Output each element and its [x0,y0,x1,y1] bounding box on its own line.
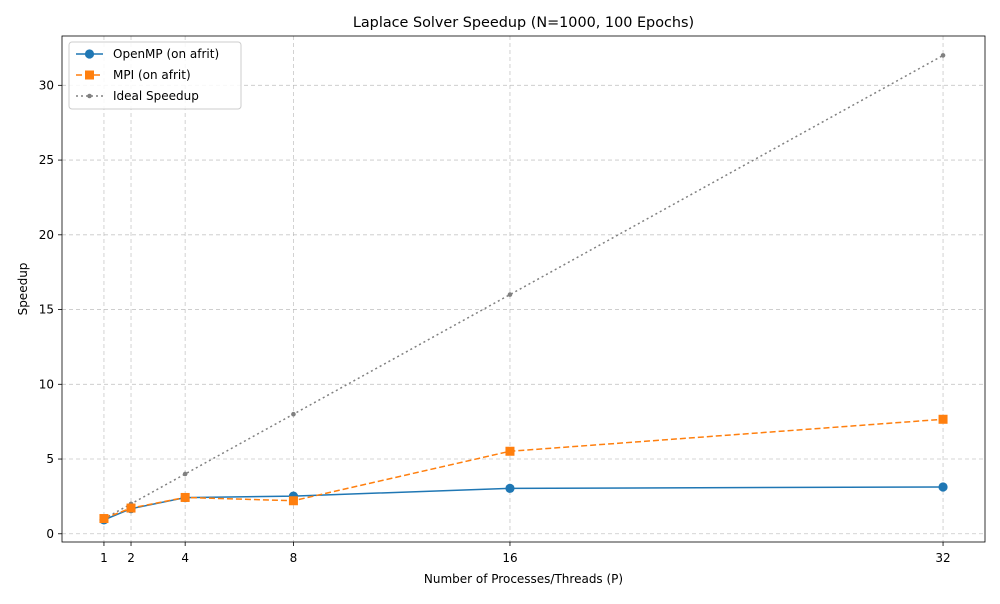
x-tick-label-8: 8 [290,551,298,565]
x-tick-label-2: 2 [127,551,135,565]
data-point-ideal-speedup-p4 [182,471,188,477]
data-point-mpi-on-afrit-p2 [126,503,136,513]
chart-title: Laplace Solver Speedup (N=1000, 100 Epoc… [353,15,694,31]
x-tick-label-1: 1 [100,551,108,565]
y-tick-label-20: 20 [39,228,54,242]
data-point-ideal-speedup-p32 [940,53,946,58]
data-point-mpi-on-afrit-p32 [938,414,948,424]
data-point-openmp-on-afrit-p32 [938,482,948,492]
legend-label-mpi-on-afrit: MPI (on afrit) [113,68,191,82]
y-tick-label-30: 30 [39,78,54,92]
data-point-ideal-speedup-p16 [507,292,513,297]
series-layer [99,53,948,525]
data-point-mpi-on-afrit-p4 [180,492,190,502]
y-tick-label-5: 5 [46,452,54,466]
series-line-ideal-speedup [103,54,944,520]
legend-label-openmp-on-afrit: OpenMP (on afrit) [113,47,219,61]
x-tick-label-32: 32 [935,551,950,565]
data-point-mpi-on-afrit-p8 [288,496,298,506]
legend: OpenMP (on afrit) MPI (on afrit) Ideal Spe… [68,41,242,110]
legend-item-ideal-speedup: Ideal Speedup [76,89,199,103]
data-point-mpi-on-afrit-p16 [505,446,515,456]
legend-marker-mpi-on-afrit [85,70,94,80]
x-tick-label-16: 16 [502,551,517,565]
data-point-ideal-speedup-p8 [291,411,296,417]
y-tick-label-0: 0 [46,527,54,541]
y-tick-label-15: 15 [39,303,54,317]
series-mpi-on-afrit [99,414,948,524]
legend-label-ideal-speedup: Ideal Speedup [113,89,199,103]
series-line-mpi-on-afrit [103,418,944,520]
data-point-mpi-on-afrit-p1 [99,514,109,524]
plot-frame [61,35,986,543]
x-tick-label-4: 4 [181,551,189,565]
axes-ticks: 1 2 4 8 16 32 0 5 10 15 20 25 30 [39,78,951,565]
y-tick-label-10: 10 [39,377,54,391]
y-axis-label: Speedup [16,263,30,316]
grid-lines [62,36,985,542]
y-tick-label-25: 25 [39,153,54,167]
legend-item-openmp-on-afrit: OpenMP (on afrit) [76,47,219,61]
legend-item-mpi-on-afrit: MPI (on afrit) [76,68,191,82]
x-axis-label: Number of Processes/Threads (P) [424,572,623,586]
legend-marker-openmp-on-afrit [84,49,95,59]
legend-marker-ideal-speedup [87,93,92,99]
legend-box [68,41,242,110]
data-point-openmp-on-afrit-p16 [505,483,515,493]
